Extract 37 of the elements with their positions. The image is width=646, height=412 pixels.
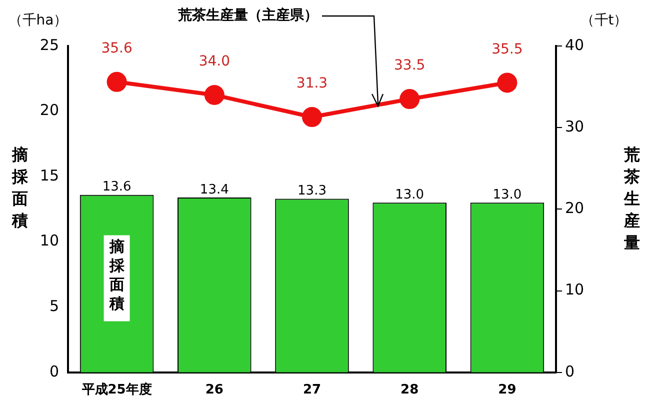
- y2-tick-label: 20: [565, 199, 584, 218]
- text: （千t）: [580, 12, 628, 29]
- data-label: 35.5: [492, 41, 523, 58]
- text: 荒茶生産量（主産県）: [177, 6, 318, 24]
- y-tick-label: 25: [40, 36, 59, 54]
- x-tick-label: 28: [400, 382, 419, 398]
- data-label: 31.3: [296, 76, 328, 92]
- y-tick-label: 5: [49, 297, 59, 316]
- y-tick-label: 10: [40, 232, 59, 250]
- data-label: 34.0: [198, 54, 230, 70]
- point: [497, 72, 518, 93]
- series-label: 摘採面積: [108, 238, 126, 313]
- data-label: 13.6: [102, 180, 132, 195]
- y-tick-label: 0: [49, 362, 59, 380]
- data-label: 13.3: [298, 184, 326, 199]
- point: [204, 84, 224, 105]
- data-label: 35.6: [101, 40, 132, 57]
- y2-axis-title: 荒茶生産量: [623, 145, 640, 252]
- x-tick-label: 26: [205, 382, 224, 398]
- x-tick-label: 29: [498, 382, 516, 398]
- y-tick-label: 20: [40, 101, 59, 120]
- y2-tick-label: 10: [565, 280, 584, 299]
- point: [106, 72, 127, 92]
- data-label: 33.5: [394, 58, 426, 74]
- data-label: 13.0: [395, 188, 424, 203]
- y2-tick-label: 30: [565, 117, 584, 136]
- data-label: 13.4: [200, 182, 229, 198]
- point: [400, 89, 420, 110]
- data-label: 13.0: [492, 188, 522, 203]
- x-tick-label: 27: [302, 382, 322, 398]
- y-tick-label: 15: [40, 166, 59, 184]
- text: （千ha）: [8, 12, 68, 29]
- y-axis-title: 摘採面積: [11, 145, 29, 230]
- y2-tick-label: 0: [565, 362, 575, 380]
- x-tick-label: 平成25年度: [80, 382, 152, 398]
- point: [302, 106, 322, 127]
- y2-tick-label: 40: [565, 36, 584, 54]
